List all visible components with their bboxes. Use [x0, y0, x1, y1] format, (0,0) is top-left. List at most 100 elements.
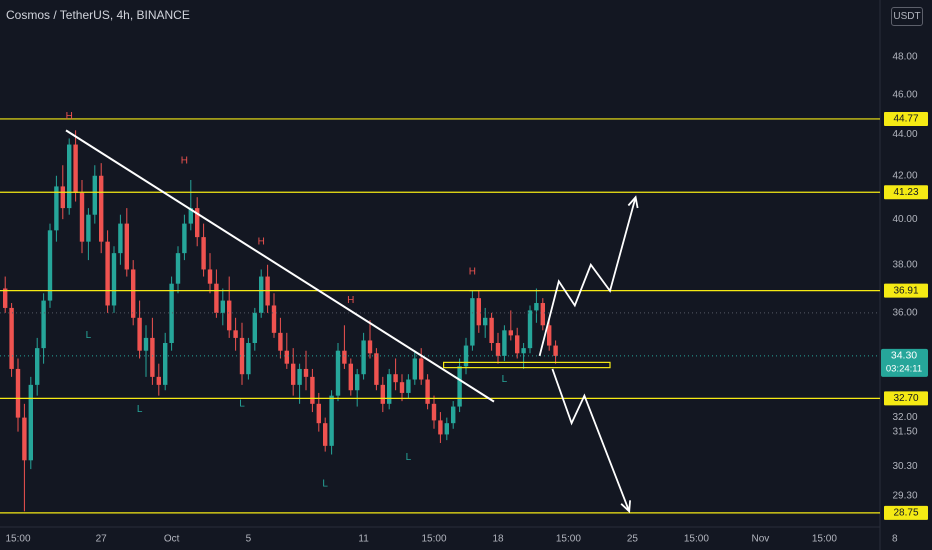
candle-body[interactable]: [259, 276, 264, 313]
candle-body[interactable]: [323, 423, 328, 446]
candle-body[interactable]: [227, 300, 232, 331]
candle-body[interactable]: [483, 317, 488, 326]
candle-body[interactable]: [188, 208, 193, 224]
candle-body[interactable]: [470, 298, 475, 346]
candle-body[interactable]: [527, 310, 533, 349]
candle-body[interactable]: [246, 343, 251, 375]
candle-body[interactable]: [367, 340, 373, 354]
y-tick-label: 30.30: [892, 461, 917, 472]
candle-body[interactable]: [502, 330, 507, 356]
candle-body[interactable]: [207, 269, 213, 284]
projection-down-path[interactable]: [551, 368, 631, 512]
candle-body[interactable]: [495, 343, 501, 356]
candle-body[interactable]: [348, 363, 353, 391]
candle-body[interactable]: [374, 353, 379, 385]
candle-body[interactable]: [425, 379, 430, 404]
candle-body[interactable]: [335, 350, 341, 396]
candle-body[interactable]: [457, 366, 462, 407]
candle-body[interactable]: [35, 348, 40, 385]
candle-body[interactable]: [329, 395, 334, 446]
candle-body[interactable]: [419, 358, 424, 380]
candle-body[interactable]: [22, 417, 27, 461]
candle-body[interactable]: [310, 376, 315, 404]
candle-body[interactable]: [195, 208, 200, 238]
candle-body[interactable]: [399, 382, 405, 393]
candle-body[interactable]: [182, 223, 187, 254]
x-tick-label: 15:00: [421, 534, 446, 545]
candle-body[interactable]: [303, 368, 309, 377]
candle-body[interactable]: [201, 237, 206, 270]
candle-body[interactable]: [406, 379, 411, 393]
candle-body[interactable]: [515, 335, 520, 354]
candle-body[interactable]: [361, 340, 366, 375]
candle-body[interactable]: [387, 374, 392, 404]
candle-body[interactable]: [239, 337, 245, 375]
candle-body[interactable]: [342, 350, 347, 364]
projection-up-path[interactable]: [538, 196, 637, 357]
candle-body[interactable]: [233, 330, 238, 338]
candle-body[interactable]: [489, 317, 494, 344]
candle-body[interactable]: [92, 175, 97, 215]
candle-body[interactable]: [175, 253, 181, 284]
candle-body[interactable]: [169, 283, 174, 344]
x-tick-label: 8: [892, 534, 898, 545]
candle-body[interactable]: [60, 186, 65, 209]
candle-body[interactable]: [476, 298, 481, 326]
candle-body[interactable]: [463, 345, 469, 367]
candle-body[interactable]: [131, 269, 136, 318]
candle-body[interactable]: [316, 403, 321, 424]
candle-body[interactable]: [540, 303, 545, 326]
candle-body[interactable]: [393, 374, 398, 383]
candle-body[interactable]: [54, 186, 59, 231]
candle-body[interactable]: [278, 332, 283, 351]
candle-body[interactable]: [41, 300, 46, 349]
candle-body[interactable]: [271, 305, 277, 333]
candle-body[interactable]: [431, 403, 437, 421]
candle-body[interactable]: [137, 317, 142, 351]
candle-body[interactable]: [547, 325, 552, 346]
candle-body[interactable]: [163, 343, 168, 385]
candle-body[interactable]: [380, 384, 385, 404]
candle-body[interactable]: [553, 345, 558, 356]
candle-body[interactable]: [73, 144, 78, 193]
candle-body[interactable]: [79, 192, 85, 242]
candle-body[interactable]: [99, 175, 104, 242]
candle-body[interactable]: [412, 358, 417, 380]
support-zone-box[interactable]: [443, 361, 611, 369]
candle-body[interactable]: [143, 337, 149, 351]
candle-body[interactable]: [451, 406, 456, 424]
candle-body[interactable]: [214, 283, 219, 313]
candle-body[interactable]: [291, 363, 296, 385]
candle-body[interactable]: [28, 384, 33, 461]
last-price-badge: [881, 348, 928, 377]
candle-body[interactable]: [444, 423, 449, 435]
descending-trendline[interactable]: [65, 129, 495, 403]
candle-body[interactable]: [9, 307, 14, 369]
candle-body[interactable]: [124, 223, 129, 270]
candle-body[interactable]: [156, 376, 161, 385]
candle-body[interactable]: [355, 374, 360, 391]
x-tick-label: 15:00: [684, 534, 709, 545]
candle-body[interactable]: [438, 420, 443, 435]
candle-body[interactable]: [3, 288, 8, 308]
candle-body[interactable]: [508, 330, 513, 336]
candle-body[interactable]: [118, 223, 123, 254]
candle-body[interactable]: [220, 300, 225, 313]
candle-body[interactable]: [15, 368, 21, 418]
candle-body[interactable]: [47, 230, 53, 301]
candle-body[interactable]: [67, 144, 72, 209]
y-tick-label: 48.00: [892, 52, 917, 63]
candle-body[interactable]: [111, 253, 117, 306]
candle-body[interactable]: [284, 350, 289, 364]
candle-body[interactable]: [150, 337, 155, 377]
x-tick-label: Oct: [164, 534, 180, 545]
candle-body[interactable]: [297, 368, 302, 385]
candle-body[interactable]: [86, 214, 91, 242]
candle-body[interactable]: [252, 312, 257, 344]
currency-button[interactable]: USDT: [891, 7, 923, 26]
candle-body[interactable]: [105, 241, 110, 306]
candle-body[interactable]: [521, 348, 526, 354]
candle-body[interactable]: [534, 303, 539, 311]
